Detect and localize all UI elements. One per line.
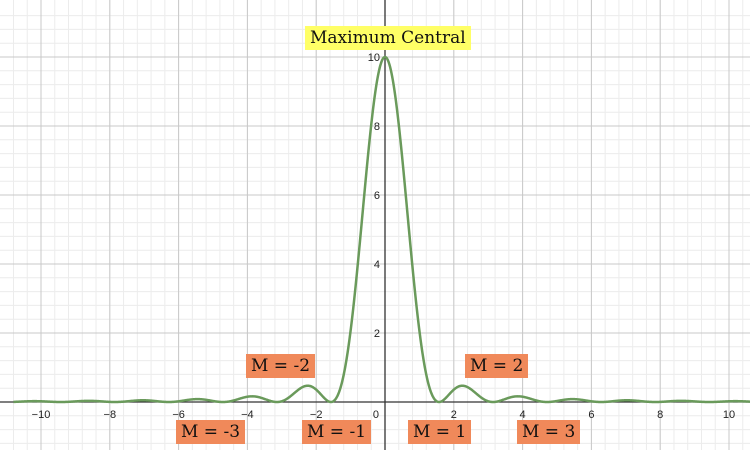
x-tick-label: −4	[241, 409, 254, 421]
x-tick-label: 6	[588, 409, 594, 421]
tick-labels: −10 −8 −6 −4 −2 0 2 4 6 8 10 2 4 6 8 10	[32, 52, 735, 421]
x-tick-label: −8	[104, 409, 117, 421]
x-tick-label: 10	[723, 409, 735, 421]
order-label-m-pos2: M = 2	[465, 354, 529, 378]
y-tick-label: 4	[374, 259, 380, 271]
x-tick-label: −10	[32, 409, 51, 421]
order-label-m-neg2: M = -2	[246, 354, 316, 378]
x-tick-label: 4	[520, 409, 526, 421]
y-tick-label: 6	[374, 190, 380, 202]
order-label-m-pos1: M = 1	[408, 420, 472, 444]
x-tick-label: −2	[310, 409, 323, 421]
order-label-m-pos3: M = 3	[517, 420, 581, 444]
order-label-m-neg3: M = -3	[176, 420, 246, 444]
order-label-m-neg1: M = -1	[302, 420, 372, 444]
y-tick-label: 10	[368, 52, 380, 64]
x-tick-label: 0	[373, 409, 379, 421]
intensity-curve	[13, 55, 750, 404]
x-tick-label: 2	[451, 409, 457, 421]
x-tick-label: 8	[657, 409, 663, 421]
central-maximum-label: Maximum Central	[305, 26, 471, 50]
x-tick-label: −6	[172, 409, 185, 421]
y-tick-label: 8	[374, 121, 380, 133]
y-tick-label: 2	[374, 328, 380, 340]
